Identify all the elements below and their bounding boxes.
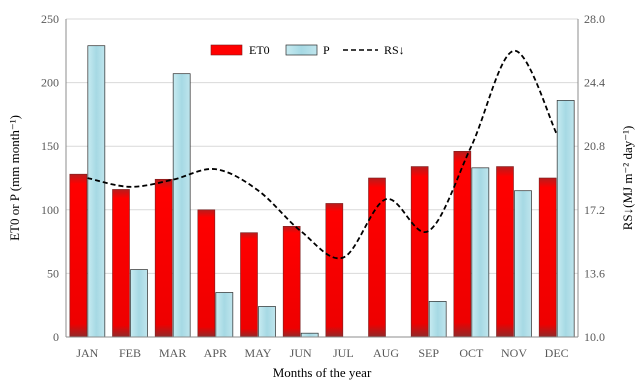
y2-axis-title: RS↓(MJ m⁻² day⁻¹) [620, 126, 635, 231]
y2-tick-label: 24.4 [584, 76, 605, 90]
legend-label-p: P [323, 43, 330, 57]
bar-et0 [113, 189, 130, 337]
bar-et0 [369, 178, 386, 337]
x-tick-label: JUN [290, 346, 312, 360]
y2-tick-label: 13.6 [584, 266, 605, 280]
legend-swatch-p [286, 45, 317, 55]
bar-p [301, 333, 318, 337]
y2-tick-label: 28.0 [584, 12, 605, 26]
bar-p [472, 168, 489, 337]
y-tick-label: 100 [41, 203, 59, 217]
y2-tick-label: 17.2 [584, 203, 605, 217]
bar-et0 [198, 210, 215, 337]
x-tick-label: NOV [501, 346, 527, 360]
bar-et0 [411, 167, 428, 337]
bar-et0 [497, 167, 514, 337]
bar-et0 [241, 233, 258, 337]
x-tick-label: OCT [459, 346, 484, 360]
x-tick-label: JUL [333, 346, 354, 360]
x-tick-label: DEC [545, 346, 569, 360]
x-tick-label: MAY [245, 346, 272, 360]
y-tick-label: 250 [41, 12, 59, 26]
y-tick-label: 50 [47, 266, 59, 280]
legend-label-rs: RS↓ [384, 43, 405, 57]
legend-label-et0: ET0 [249, 43, 270, 57]
x-tick-label: AUG [373, 346, 399, 360]
y2-tick-label: 20.8 [584, 139, 605, 153]
bar-et0 [283, 226, 300, 337]
x-tick-label: MAR [159, 346, 186, 360]
y-tick-label: 200 [41, 76, 59, 90]
bar-et0 [326, 203, 343, 337]
bar-et0 [155, 179, 172, 337]
bar-et0 [70, 174, 87, 337]
x-tick-label: APR [204, 346, 227, 360]
y-axis-title: ET0 or P (mm month⁻¹) [7, 115, 22, 241]
y-tick-label: 150 [41, 139, 59, 153]
x-tick-label: FEB [119, 346, 141, 360]
bar-p [259, 306, 276, 337]
x-tick-label: SEP [418, 346, 439, 360]
bar-p [515, 191, 532, 337]
x-axis-title: Months of the year [273, 365, 372, 380]
bar-p [216, 292, 233, 337]
legend: ET0 P RS↓ [211, 43, 405, 57]
bar-p [173, 74, 190, 337]
bar-p [557, 100, 574, 337]
bar-p [88, 46, 105, 337]
y2-tick-label: 10.0 [584, 330, 605, 344]
bar-p [429, 301, 446, 337]
x-tick-label: JAN [76, 346, 98, 360]
bar-p [131, 270, 148, 337]
bar-et0 [539, 178, 556, 337]
bars [70, 46, 574, 337]
legend-swatch-et0 [211, 45, 242, 55]
y-tick-label: 0 [53, 330, 59, 344]
